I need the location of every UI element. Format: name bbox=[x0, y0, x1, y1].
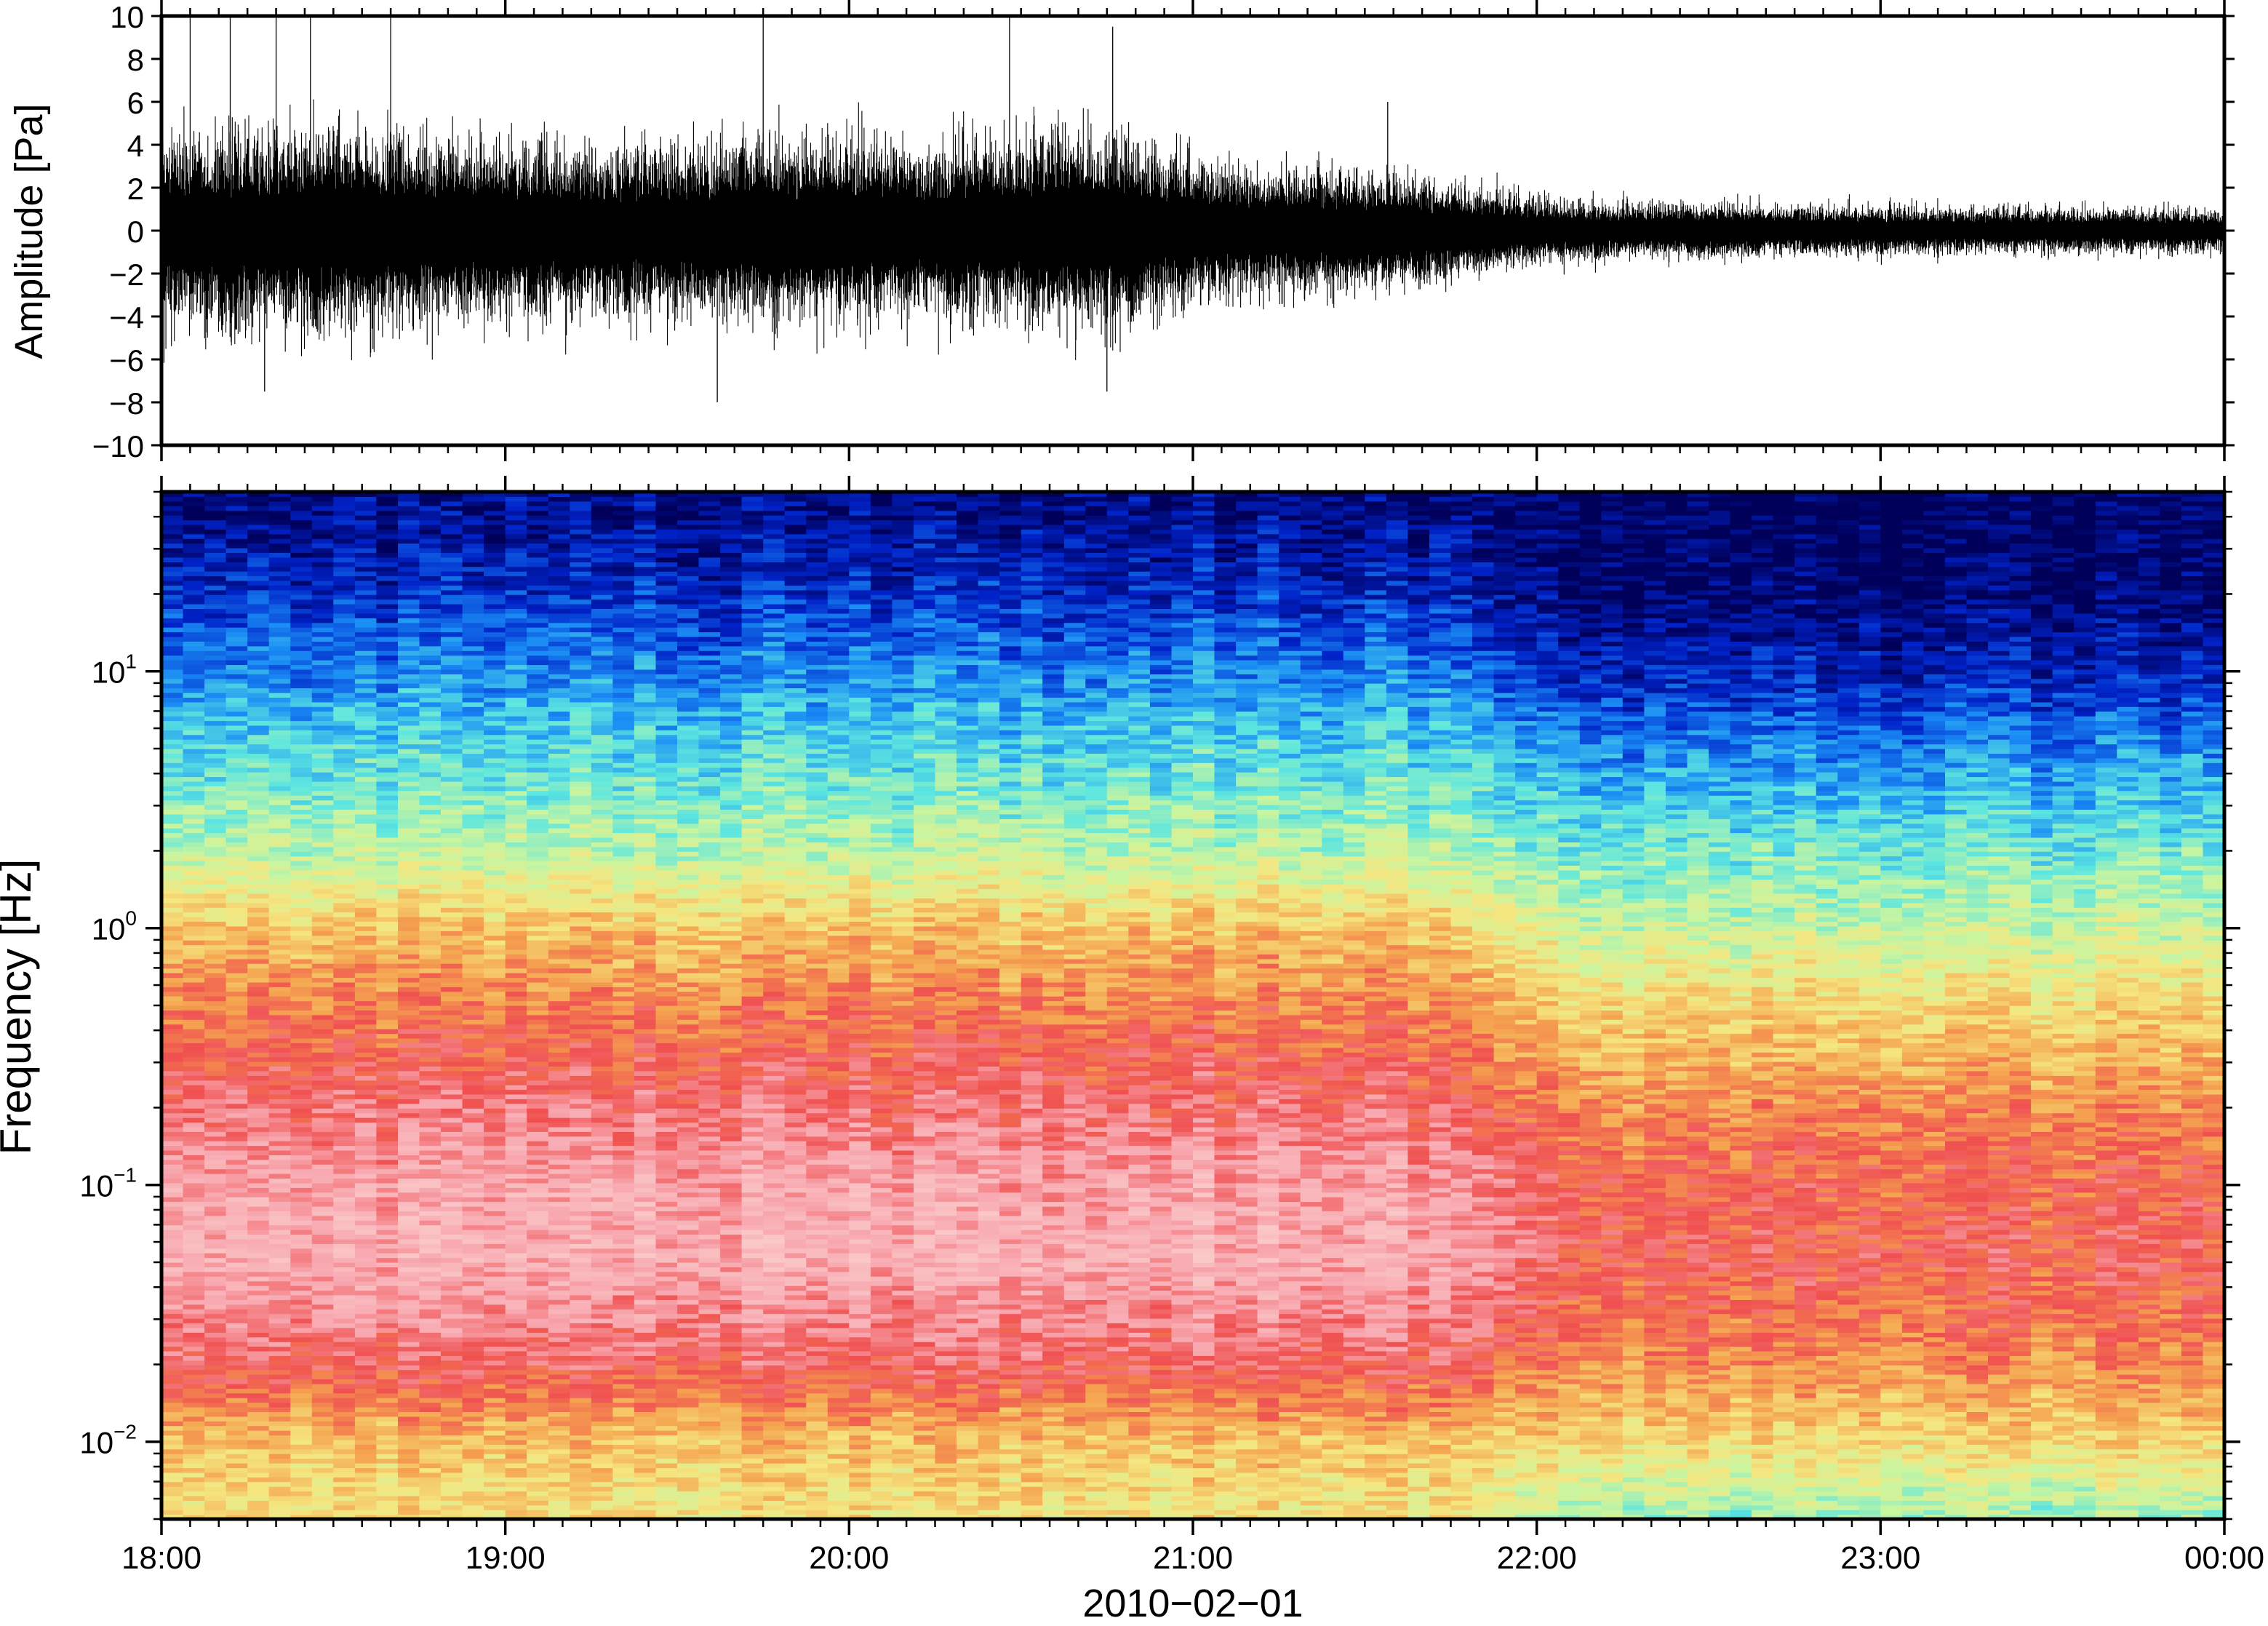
waveform-y-tick-label: 6 bbox=[127, 86, 144, 120]
waveform-y-tick-label: −2 bbox=[109, 258, 144, 292]
waveform-y-tick-label: −8 bbox=[109, 386, 144, 421]
x-tick-label: 20:00 bbox=[809, 1540, 889, 1576]
x-tick-label: 22:00 bbox=[1497, 1540, 1577, 1576]
x-tick-label: 19:00 bbox=[466, 1540, 546, 1576]
spectrogram-plot bbox=[161, 492, 2225, 1520]
x-tick-label: 21:00 bbox=[1153, 1540, 1233, 1576]
x-tick-label: 00:00 bbox=[2184, 1540, 2264, 1576]
waveform-y-tick-label: 0 bbox=[127, 215, 144, 249]
waveform-y-tick-label: 4 bbox=[127, 129, 144, 163]
x-axis-label: 2010−02−01 bbox=[1082, 1582, 1303, 1622]
waveform-y-tick-label: −4 bbox=[109, 300, 144, 335]
waveform-y-tick-label: −10 bbox=[92, 429, 144, 463]
x-tick-label: 18:00 bbox=[121, 1540, 201, 1576]
waveform-y-tick-label: 2 bbox=[127, 172, 144, 206]
waveform-y-tick-label: 10 bbox=[110, 0, 144, 34]
waveform-y-tick-label: 8 bbox=[127, 43, 144, 77]
x-tick-label: 23:00 bbox=[1840, 1540, 1920, 1576]
spectrogram-y-axis-label: Frequency [Hz] bbox=[0, 859, 40, 1155]
waveform-y-tick-label: −6 bbox=[109, 343, 144, 378]
waveform-y-axis-label: Amplitude [Pa] bbox=[7, 103, 51, 359]
